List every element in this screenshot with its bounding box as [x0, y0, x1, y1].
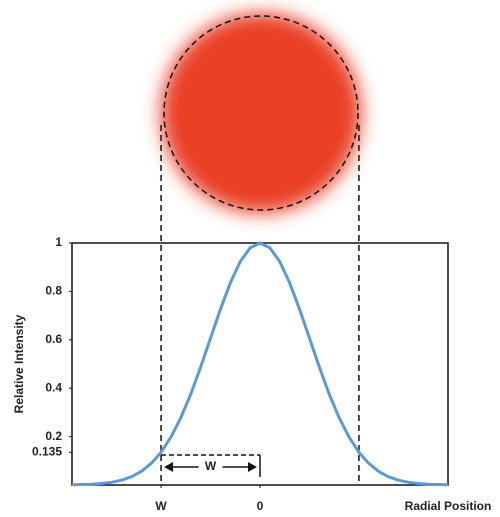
x-tick-label: 0	[257, 499, 264, 513]
beam-outline	[163, 15, 359, 211]
arrow-head	[164, 462, 174, 472]
plot-frame	[71, 242, 449, 486]
y-tick-label: 0.135	[32, 445, 62, 459]
y-tick-label: 0.2	[45, 429, 62, 443]
x-tick-label: W	[155, 499, 167, 513]
y-tick-label: 0.8	[45, 284, 62, 298]
y-tick-label: 0.6	[45, 332, 62, 346]
arrow-head	[248, 462, 257, 472]
y-axis-label: Relative Intensity	[12, 314, 26, 413]
intensity-curve	[71, 241, 449, 487]
x-axis-label: Radial Position	[405, 499, 492, 513]
y-tick-label: 1	[55, 235, 62, 249]
annotation: W	[205, 459, 217, 473]
beam-spot	[161, 13, 361, 213]
y-tick-label: 0.4	[45, 380, 62, 394]
